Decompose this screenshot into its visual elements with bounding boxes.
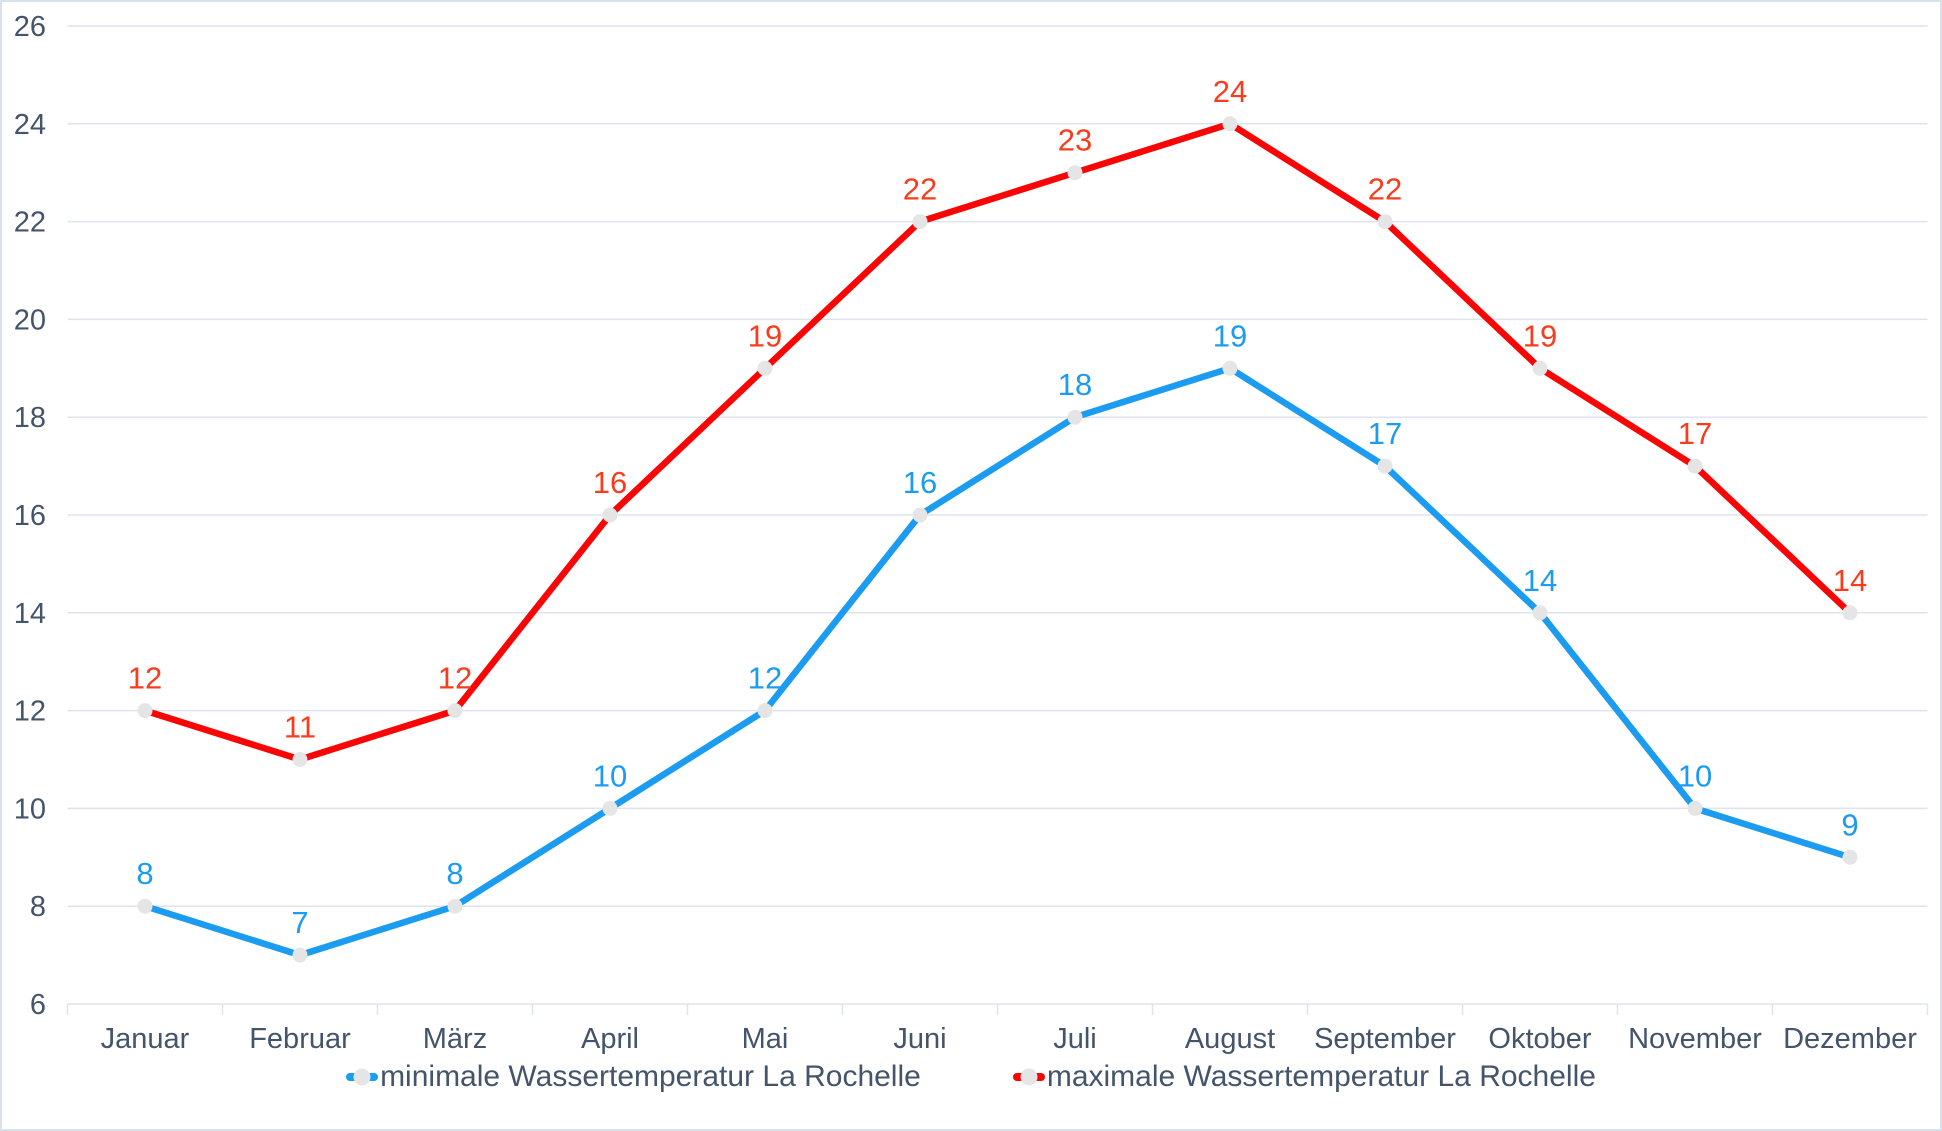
data-point-marker xyxy=(292,947,308,963)
data-point-marker xyxy=(602,800,618,816)
x-axis-label: Mai xyxy=(742,1023,789,1055)
y-axis-label: 6 xyxy=(30,989,46,1021)
x-axis-label: Juni xyxy=(893,1023,946,1055)
data-point-label: 8 xyxy=(136,856,153,891)
data-point-marker xyxy=(1687,458,1703,474)
data-point-label: 17 xyxy=(1678,416,1712,451)
data-point-label: 8 xyxy=(446,856,463,891)
data-point-marker xyxy=(1377,214,1393,230)
data-point-label: 18 xyxy=(1058,367,1092,402)
data-point-marker xyxy=(1222,116,1238,132)
data-point-marker xyxy=(292,752,308,767)
data-point-marker xyxy=(137,898,153,914)
data-point-marker xyxy=(1067,409,1083,425)
data-point-marker xyxy=(912,507,928,523)
data-point-label: 19 xyxy=(748,318,782,353)
data-point-label: 23 xyxy=(1058,123,1092,158)
y-axis-label: 26 xyxy=(14,11,46,43)
data-point-label: 17 xyxy=(1368,416,1402,451)
data-point-label: 16 xyxy=(593,465,627,500)
x-axis-label: November xyxy=(1628,1023,1762,1055)
data-point-marker xyxy=(602,507,618,523)
legend-item-min: minimale Wassertemperatur La Rochelle xyxy=(346,1060,921,1094)
data-point-marker xyxy=(757,703,773,719)
series-line-0 xyxy=(141,365,1854,959)
chart-legend: minimale Wassertemperatur La Rochelle ma… xyxy=(2,1060,1940,1094)
data-point-marker xyxy=(1067,165,1083,181)
x-axis-label: Februar xyxy=(249,1023,351,1055)
data-point-marker xyxy=(757,360,773,376)
x-axis-label: Januar xyxy=(101,1023,190,1055)
data-point-label: 12 xyxy=(748,661,782,696)
legend-marker-max-icon xyxy=(1012,1068,1045,1086)
series-line-1 xyxy=(141,120,1854,763)
data-point-label: 7 xyxy=(291,905,308,940)
legend-item-max: maximale Wassertemperatur La Rochelle xyxy=(1012,1060,1596,1094)
y-axis-label: 22 xyxy=(14,207,46,239)
y-axis-label: 14 xyxy=(14,598,46,630)
y-axis-label: 24 xyxy=(14,109,46,141)
data-point-label: 22 xyxy=(1368,172,1402,207)
x-axis-label: April xyxy=(581,1023,639,1055)
data-point-marker xyxy=(1532,605,1548,621)
data-point-marker xyxy=(1687,800,1703,816)
data-point-marker xyxy=(1532,360,1548,376)
data-point-label: 12 xyxy=(128,661,162,696)
y-axis-label: 18 xyxy=(14,402,46,434)
data-point-label: 12 xyxy=(438,661,472,696)
data-point-marker xyxy=(137,703,153,719)
x-axis-label: Oktober xyxy=(1488,1023,1591,1055)
data-point-label: 19 xyxy=(1213,318,1247,353)
data-point-label: 16 xyxy=(903,465,937,500)
data-point-label: 22 xyxy=(903,172,937,207)
data-point-marker xyxy=(1842,849,1858,865)
x-axis-label: Juli xyxy=(1053,1023,1097,1055)
data-point-marker xyxy=(447,898,463,914)
data-point-label: 24 xyxy=(1213,74,1247,109)
data-point-marker xyxy=(1842,605,1858,621)
legend-label-max: maximale Wassertemperatur La Rochelle xyxy=(1046,1060,1596,1093)
y-axis-label: 8 xyxy=(30,891,46,923)
legend-label-min: minimale Wassertemperatur La Rochelle xyxy=(380,1060,921,1093)
data-point-marker xyxy=(1377,458,1393,474)
data-point-marker xyxy=(1222,360,1238,376)
data-point-label: 19 xyxy=(1523,318,1557,353)
data-point-label: 9 xyxy=(1841,807,1858,842)
data-point-marker xyxy=(447,703,463,719)
y-axis-label: 12 xyxy=(14,696,46,728)
data-point-marker xyxy=(912,214,928,230)
y-axis-label: 16 xyxy=(14,500,46,532)
data-point-label: 10 xyxy=(593,758,627,793)
y-axis-label: 10 xyxy=(14,793,46,825)
data-point-label: 11 xyxy=(284,710,316,745)
legend-marker-min-icon xyxy=(346,1068,379,1086)
x-axis-label: Dezember xyxy=(1783,1023,1917,1055)
data-point-label: 10 xyxy=(1678,758,1712,793)
data-point-label: 14 xyxy=(1523,563,1557,598)
y-axis-label: 20 xyxy=(14,304,46,336)
data-point-label: 14 xyxy=(1833,563,1867,598)
x-axis-label: März xyxy=(423,1023,487,1055)
x-axis-label: August xyxy=(1185,1023,1275,1055)
x-axis-label: September xyxy=(1314,1023,1456,1055)
